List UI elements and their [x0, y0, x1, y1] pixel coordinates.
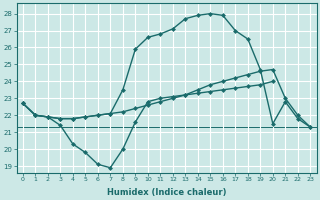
X-axis label: Humidex (Indice chaleur): Humidex (Indice chaleur) [107, 188, 226, 197]
